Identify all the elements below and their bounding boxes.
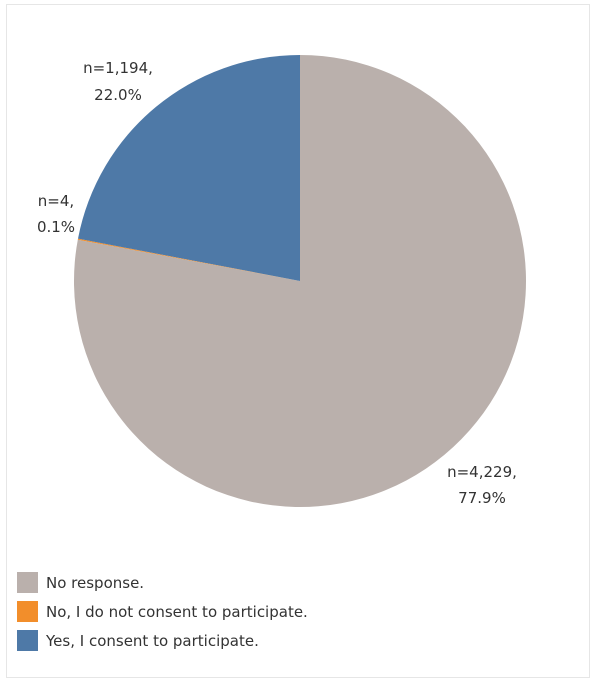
legend-label: No response. (46, 573, 145, 592)
slice-label-line: n=1,194, (83, 59, 153, 77)
slice-label: n=1,194, 22.0% (83, 59, 153, 104)
legend-label: No, I do not consent to participate. (46, 602, 308, 621)
slice-label-line: 0.1% (37, 218, 75, 236)
slice-label-line: 77.9% (458, 489, 506, 507)
legend-item-yes-consent[interactable]: Yes, I consent to participate. (17, 626, 308, 655)
pie-slices (73, 54, 527, 508)
legend-item-no-response[interactable]: No response. (17, 568, 308, 597)
pie-slice[interactable] (73, 55, 527, 508)
legend-swatch (17, 601, 38, 622)
legend-swatch (17, 630, 38, 651)
pie-slice[interactable] (78, 54, 300, 282)
slice-label: n=4, 0.1% (37, 192, 75, 236)
slice-labels: n=4,229, 77.9% n=4, 0.1% n=1,194, 22.0% (37, 59, 517, 507)
legend: No response. No, I do not consent to par… (17, 568, 308, 655)
legend-item-no-consent[interactable]: No, I do not consent to participate. (17, 597, 308, 626)
slice-label: n=4,229, 77.9% (447, 463, 517, 507)
slice-label-line: n=4,229, (447, 463, 517, 481)
legend-label: Yes, I consent to participate. (46, 631, 259, 650)
slice-label-line: 22.0% (94, 86, 142, 104)
legend-swatch (17, 572, 38, 593)
pie-slice[interactable] (77, 238, 300, 281)
chart-frame (6, 4, 590, 678)
slice-label-line: n=4, (38, 192, 74, 210)
